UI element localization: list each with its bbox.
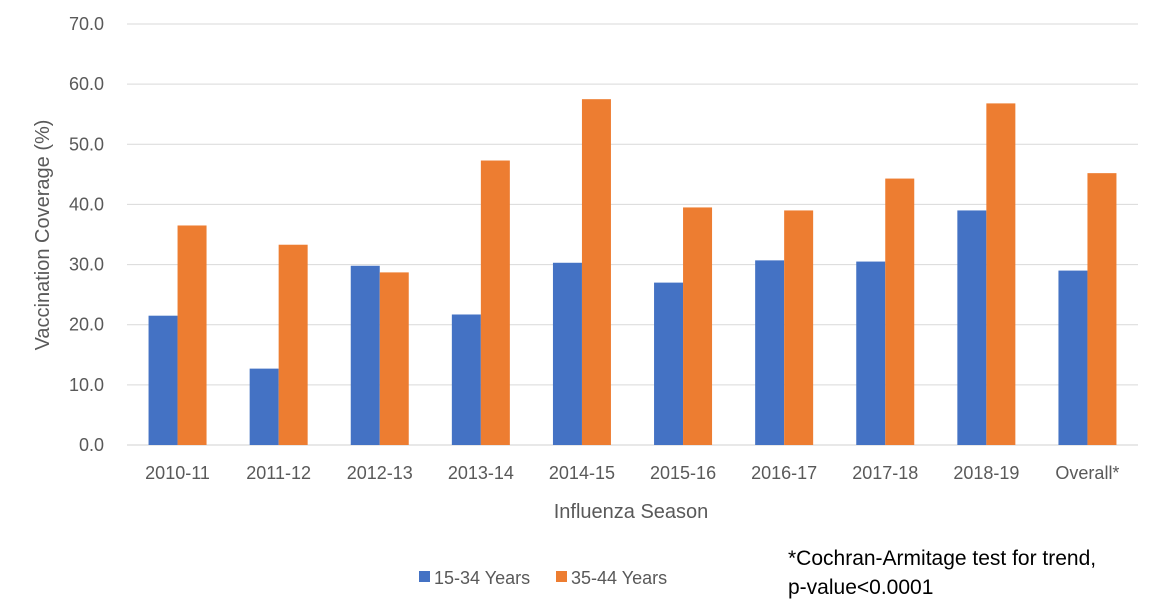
x-tick-label: 2016-17 — [751, 463, 817, 483]
bar-series-2 — [278, 244, 308, 445]
legend-swatch — [419, 571, 430, 582]
y-axis-title: Vaccination Coverage (%) — [32, 120, 54, 351]
y-tick-label: 30.0 — [69, 255, 104, 275]
x-tick-label: 2015-16 — [650, 463, 716, 483]
bar-series-1 — [755, 260, 785, 445]
bar-series-2 — [480, 160, 510, 445]
x-axis-ticks: 2010-11 2011-12 2012-13 2013-14 2014-15 2015-… — [145, 463, 1119, 483]
bars — [148, 99, 1117, 445]
bar-series-2 — [683, 207, 713, 445]
y-tick-label: 20.0 — [69, 315, 104, 335]
bar-series-1 — [350, 265, 380, 445]
x-tick-label: 2017-18 — [852, 463, 918, 483]
legend-label: 35-44 Years — [571, 568, 667, 588]
bar-series-1 — [856, 261, 886, 445]
y-tick-label: 60.0 — [69, 74, 104, 94]
bar-series-1 — [654, 282, 684, 445]
bar-series-1 — [249, 368, 279, 445]
bar-series-1 — [451, 314, 481, 445]
y-tick-label: 50.0 — [69, 134, 104, 154]
x-tick-label: 2011-12 — [246, 463, 311, 483]
y-tick-label: 40.0 — [69, 194, 104, 214]
y-axis-ticks: 0.0 10.0 20.0 30.0 40.0 50.0 60.0 70.0 — [69, 14, 104, 455]
bar-series-2 — [177, 225, 207, 445]
bar-series-2 — [784, 210, 814, 445]
legend: 15-34 Years 35-44 Years — [419, 568, 667, 588]
bar-series-1 — [957, 210, 987, 445]
x-tick-label: 2014-15 — [549, 463, 615, 483]
x-tick-label: Overall* — [1055, 463, 1119, 483]
bar-series-1 — [148, 315, 178, 445]
bar-series-2 — [379, 272, 409, 445]
bar-series-2 — [1087, 173, 1117, 445]
x-tick-label: 2012-13 — [347, 463, 413, 483]
x-tick-label: 2010-11 — [145, 463, 210, 483]
legend-swatch — [556, 571, 567, 582]
bar-series-2 — [885, 178, 915, 445]
y-tick-label: 70.0 — [69, 14, 104, 34]
x-tick-label: 2013-14 — [448, 463, 514, 483]
bar-series-1 — [552, 262, 582, 445]
bar-series-2 — [581, 99, 611, 445]
footnote-line-1: *Cochran-Armitage test for trend, — [788, 547, 1097, 570]
legend-label: 15-34 Years — [434, 568, 530, 588]
bar-series-2 — [986, 103, 1016, 445]
bar-series-1 — [1058, 270, 1088, 445]
footnote-line-2: p-value<0.0001 — [788, 576, 934, 599]
x-tick-label: 2018-19 — [953, 463, 1019, 483]
x-axis-title: Influenza Season — [554, 501, 709, 523]
y-tick-label: 0.0 — [79, 435, 104, 455]
y-tick-label: 10.0 — [69, 375, 104, 395]
footnote: *Cochran-Armitage test for trend, p-valu… — [788, 544, 1096, 602]
